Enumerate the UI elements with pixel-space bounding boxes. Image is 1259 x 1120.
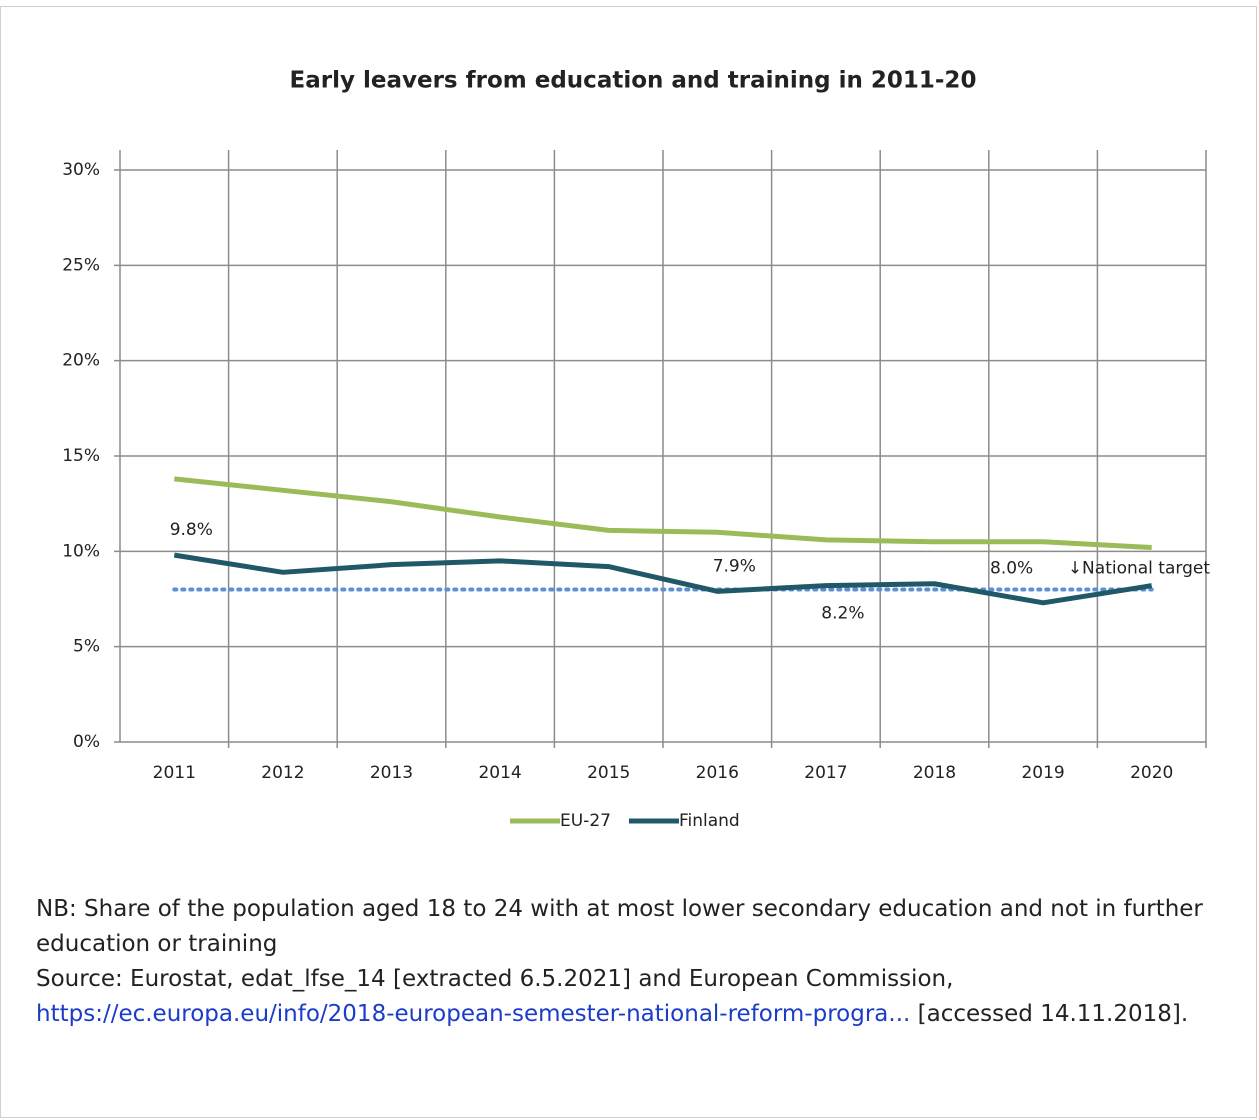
target-annotation: ↓National target: [1068, 558, 1211, 578]
frame: [0, 6, 1257, 1118]
x-tick-label: 2018: [913, 763, 956, 783]
source-note: Source: Eurostat, edat_lfse_14 [extracte…: [36, 966, 954, 992]
y-tick-label: 25%: [62, 255, 100, 275]
x-tick-label: 2016: [696, 763, 739, 783]
link-line: https://ec.europa.eu/info/2018-european-…: [36, 997, 1236, 1032]
data-label: 7.9%: [713, 556, 756, 576]
x-tick-label: 2012: [261, 763, 304, 783]
x-tick-label: 2014: [478, 763, 521, 783]
series-line: [174, 476, 1152, 551]
x-tick-label: 2019: [1021, 763, 1064, 783]
source-link[interactable]: https://ec.europa.eu/info/2018-european-…: [36, 1001, 911, 1027]
x-tick-label: 2013: [370, 763, 413, 783]
y-tick-label: 10%: [62, 541, 100, 561]
x-tick-label: 2017: [804, 763, 847, 783]
chart: Early leavers from education and trainin…: [62, 68, 1211, 832]
legend-label: EU-27: [560, 811, 611, 831]
y-tick-label: 15%: [62, 446, 100, 466]
target-label: 8.0%: [990, 558, 1033, 578]
y-tick-label: 5%: [73, 637, 100, 657]
nb-note: NB: Share of the population aged 18 to 2…: [36, 896, 1203, 957]
data-label: 9.8%: [170, 520, 213, 540]
y-tick-label: 20%: [62, 351, 100, 371]
notes: NB: Share of the population aged 18 to 2…: [36, 892, 1236, 1032]
legend-label: Finland: [679, 811, 740, 831]
y-tick-label: 30%: [62, 160, 100, 180]
accessed: [accessed 14.11.2018].: [917, 1001, 1189, 1027]
x-tick-label: 2015: [587, 763, 630, 783]
data-label: 8.2%: [821, 604, 864, 624]
x-tick-label: 2020: [1130, 763, 1173, 783]
series-line: [173, 552, 1153, 606]
y-tick-label: 0%: [73, 732, 100, 752]
chart-title: Early leavers from education and trainin…: [290, 68, 977, 94]
x-tick-label: 2011: [153, 763, 196, 783]
